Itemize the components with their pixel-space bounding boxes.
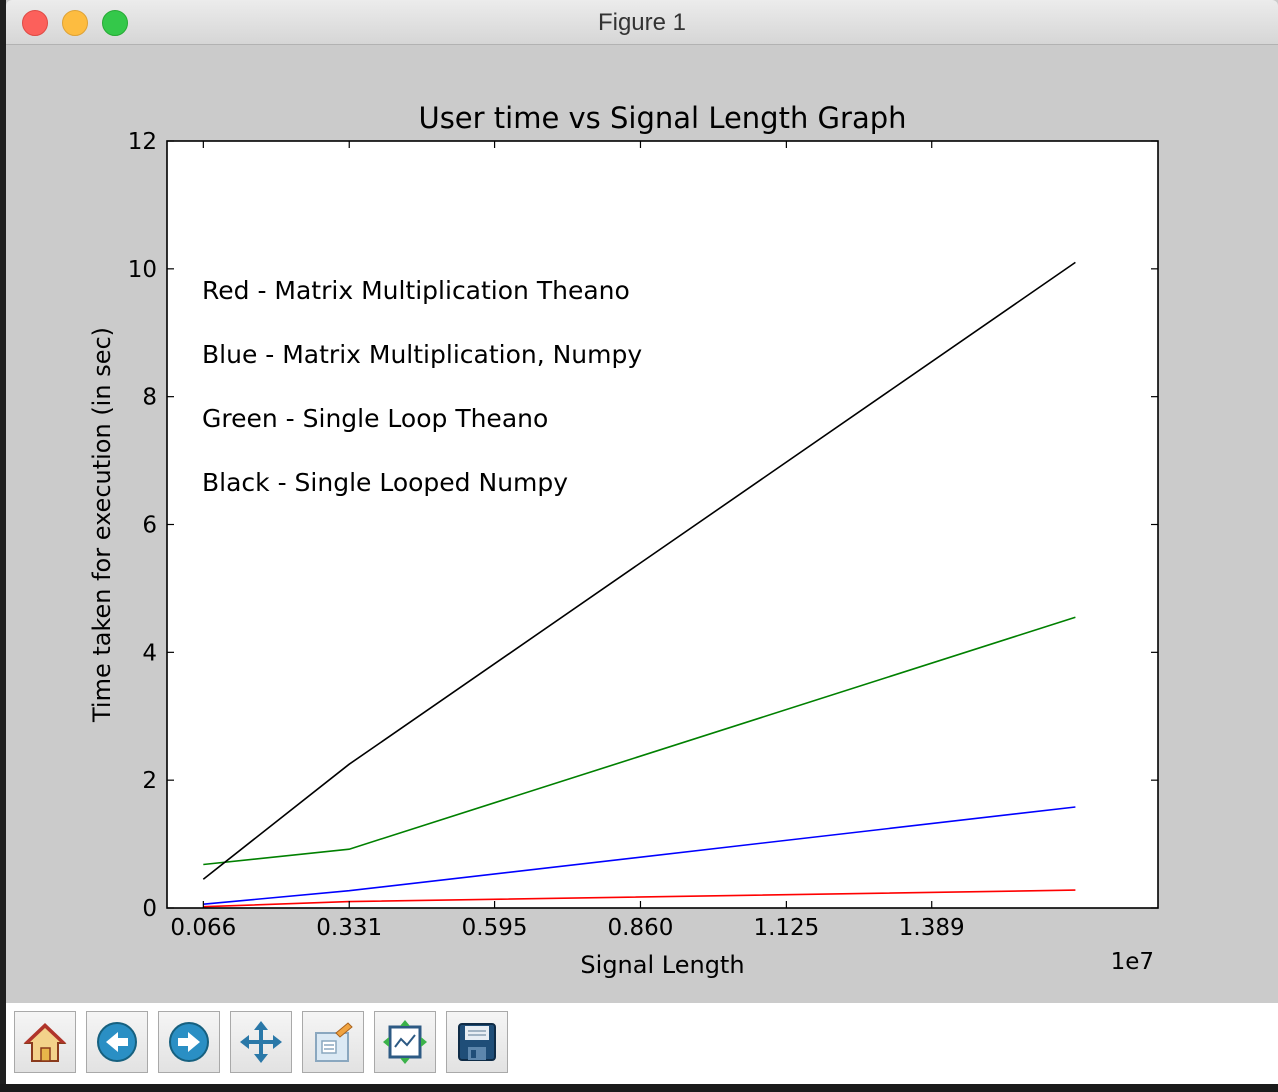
close-window-button[interactable]: [22, 10, 48, 36]
save-icon: [458, 1023, 496, 1061]
y-tick-label: 12: [128, 129, 157, 155]
x-tick-label: 0.595: [462, 915, 528, 941]
forward-button[interactable]: [158, 1011, 220, 1073]
x-tick-label: 1.389: [899, 915, 965, 941]
x-tick-label: 0.066: [170, 915, 236, 941]
navigation-toolbar: [6, 1003, 1278, 1084]
y-tick-label: 8: [142, 385, 157, 411]
plot-area: [167, 141, 1158, 908]
x-offset-label: 1e7: [1111, 949, 1154, 975]
pan-button[interactable]: [230, 1011, 292, 1073]
series-line-1: [203, 806, 1076, 905]
x-tick-label: 0.331: [316, 915, 382, 941]
title-bar: Figure 1: [6, 0, 1278, 45]
desktop-edge-bottom: [0, 1084, 1278, 1092]
annotation-text: Green - Single Loop Theano: [202, 404, 548, 433]
desktop-edge: [0, 0, 6, 1092]
home-button[interactable]: [14, 1011, 76, 1073]
x-tick-label: 1.125: [753, 915, 819, 941]
back-icon: [97, 1022, 137, 1062]
subplots-button[interactable]: [374, 1011, 436, 1073]
annotation-text: Red - Matrix Multiplication Theano: [202, 276, 630, 305]
annotation-text: Blue - Matrix Multiplication, Numpy: [202, 340, 642, 369]
save-button[interactable]: [446, 1011, 508, 1073]
x-tick-label: 0.860: [608, 915, 674, 941]
figure-canvas: 0.066 0.331 0.595 0.860 1.125 1.389 0 2 4 6 8 10 12 U…: [88, 101, 1159, 979]
zoom-button[interactable]: [302, 1011, 364, 1073]
y-tick-label: 2: [142, 768, 157, 794]
zoom-icon: [315, 1022, 353, 1062]
y-tick-label: 6: [142, 513, 157, 539]
series-line-3: [202, 261, 1076, 880]
chart-title: User time vs Signal Length Graph: [418, 101, 906, 135]
y-axis-label: Time taken for execution (in sec): [88, 327, 116, 723]
y-tick-label: 0: [142, 896, 157, 922]
back-button[interactable]: [86, 1011, 148, 1073]
y-tick-label: 10: [128, 257, 157, 283]
forward-icon: [169, 1022, 209, 1062]
minimize-window-button[interactable]: [62, 10, 88, 36]
y-tick-label: 4: [142, 640, 157, 666]
zoom-window-button[interactable]: [102, 10, 128, 36]
subplots-icon: [383, 1020, 427, 1064]
window-title: Figure 1: [597, 9, 687, 36]
home-icon: [23, 1023, 67, 1062]
x-axis-label: Signal Length: [580, 951, 744, 979]
pan-icon: [240, 1021, 282, 1063]
figure-window: Figure 1 0.066 0.331 0.595 0.860 1.125 1.389 0…: [6, 0, 1278, 1084]
series-line-2: [203, 616, 1076, 866]
annotation-text: Black - Single Looped Numpy: [202, 468, 568, 497]
